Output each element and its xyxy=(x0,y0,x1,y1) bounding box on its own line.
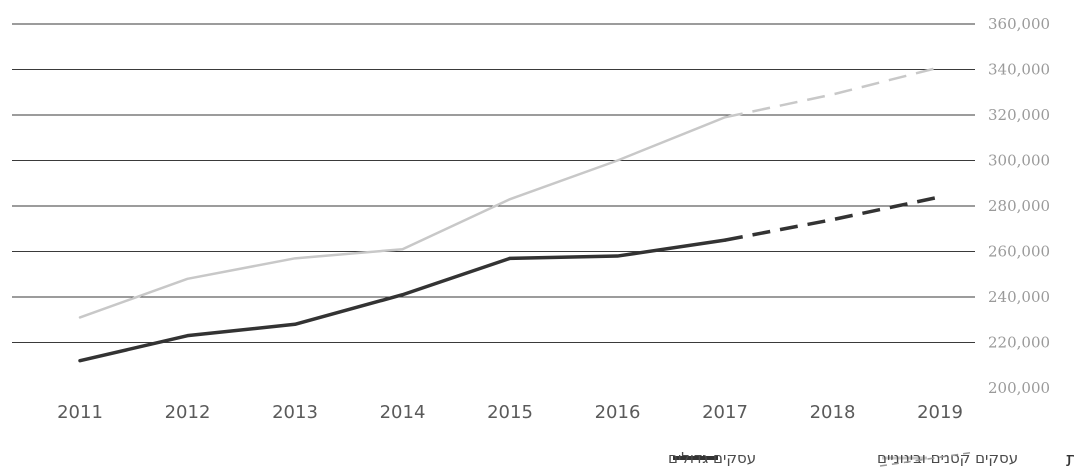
x-tick-label: 2014 xyxy=(380,402,426,423)
x-tick-label: 2018 xyxy=(810,402,856,423)
series-line-forecast xyxy=(725,197,940,240)
y-tick-label: 280,000 xyxy=(988,197,1050,215)
legend: עסקים גדולים עסקים קטנים ובינוניים תחזית xyxy=(668,447,1074,471)
series-lines xyxy=(80,67,940,360)
x-tick-label: 2013 xyxy=(272,402,318,423)
x-axis-ticks: 2011 2012 2013 2014 2015 2016 2017 2018 2019 xyxy=(57,402,963,423)
x-tick-label: 2019 xyxy=(917,402,963,423)
x-tick-label: 2015 xyxy=(487,402,533,423)
legend-label-small-business: עסקים קטנים ובינוניים xyxy=(877,449,1018,467)
y-tick-label: 220,000 xyxy=(988,334,1050,352)
y-axis-ticks: 200,000 220,000 240,000 260,000 280,000 300,0… xyxy=(988,15,1050,397)
y-tick-label: 240,000 xyxy=(988,288,1050,306)
x-tick-label: 2012 xyxy=(165,402,211,423)
series-line-actual xyxy=(80,117,725,317)
y-tick-label: 300,000 xyxy=(988,152,1050,170)
x-tick-label: 2011 xyxy=(57,402,103,423)
x-tick-label: 2016 xyxy=(595,402,641,423)
grid-lines xyxy=(12,24,975,343)
y-tick-label: 360,000 xyxy=(988,15,1050,33)
legend-label-forecast: תחזית xyxy=(1066,447,1074,471)
legend-label-large-business: עסקים גדולים xyxy=(668,449,756,467)
series-line-forecast xyxy=(725,67,940,117)
y-tick-label: 340,000 xyxy=(988,61,1050,79)
y-tick-label: 200,000 xyxy=(988,379,1050,397)
x-tick-label: 2017 xyxy=(702,402,748,423)
y-tick-label: 320,000 xyxy=(988,106,1050,124)
y-tick-label: 260,000 xyxy=(988,243,1050,261)
